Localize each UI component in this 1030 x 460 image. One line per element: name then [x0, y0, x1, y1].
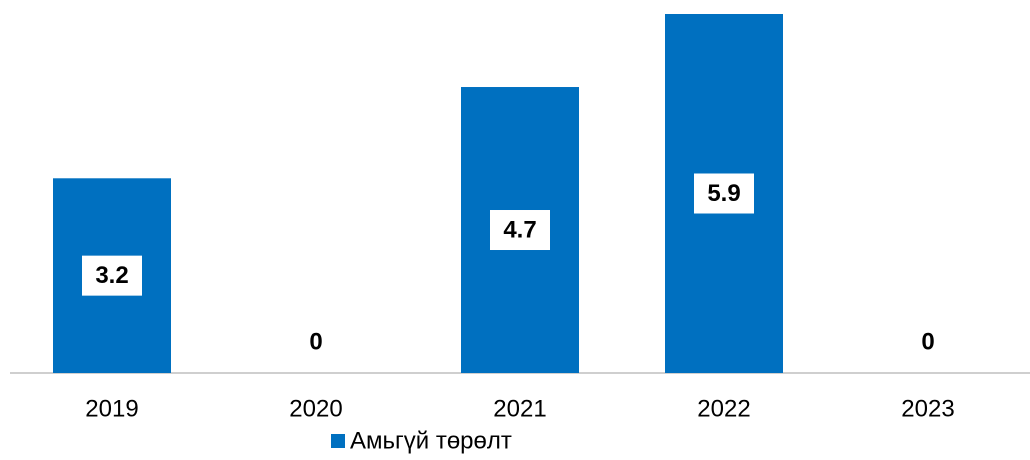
value-label-box — [82, 255, 142, 296]
value-label: 3.2 — [95, 262, 128, 289]
x-tick-label: 2023 — [901, 395, 954, 422]
x-tick-label: 2020 — [289, 395, 342, 422]
value-label: 0 — [921, 328, 934, 355]
value-label-box — [490, 210, 550, 251]
legend-swatch — [331, 434, 345, 448]
x-tick-label: 2022 — [697, 395, 750, 422]
value-label: 0 — [309, 328, 322, 355]
value-label-box — [694, 173, 754, 214]
value-label: 4.7 — [503, 216, 536, 243]
x-tick-label: 2021 — [493, 395, 546, 422]
value-label: 5.9 — [707, 180, 740, 207]
legend-label: Амьгүй төрөлт — [350, 427, 512, 454]
x-tick-label: 2019 — [85, 395, 138, 422]
